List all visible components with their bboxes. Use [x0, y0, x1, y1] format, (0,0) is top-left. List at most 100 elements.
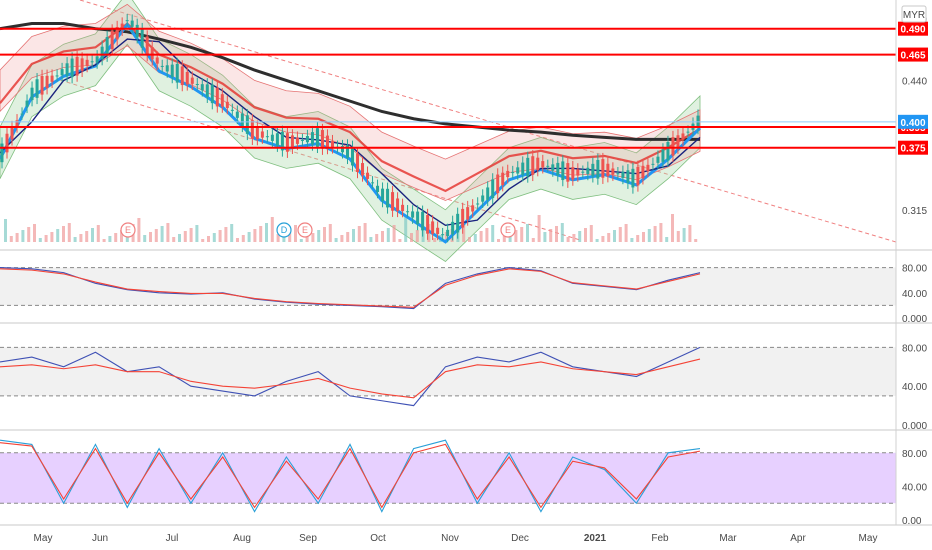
time-axis-label: Feb — [651, 533, 669, 544]
time-axis-label: Dec — [511, 533, 529, 544]
candle-body — [245, 115, 249, 134]
price-scale[interactable]: 0.4900.4650.3950.3750.4000.5000.4400.315… — [895, 0, 928, 527]
volume-bar — [352, 229, 355, 242]
event-marker-circle[interactable] — [276, 222, 292, 238]
candle-body — [356, 153, 360, 173]
volume-bar — [415, 230, 419, 242]
candle-body — [310, 132, 314, 145]
candle-body — [240, 113, 244, 126]
candle-body — [451, 221, 455, 235]
volume-bar — [91, 228, 94, 242]
volume-bar — [624, 224, 628, 242]
candle-body — [396, 198, 400, 211]
candle-body — [60, 69, 64, 76]
candle-body — [666, 141, 670, 161]
candle-body — [401, 204, 405, 212]
volume-bar — [642, 232, 645, 242]
candle-body — [55, 75, 59, 77]
volume-bar — [183, 231, 187, 242]
time-axis-label: Jul — [166, 533, 179, 544]
volume-bar — [688, 225, 692, 242]
volume-bar — [653, 226, 657, 242]
volume-bar — [212, 233, 216, 242]
candle-body — [90, 61, 94, 63]
volume-bar — [526, 224, 529, 242]
event-marker-circle[interactable] — [500, 222, 516, 238]
candle-body — [150, 46, 154, 60]
stochastic-pane[interactable] — [0, 439, 896, 513]
volume-bar — [317, 230, 321, 242]
k-line — [0, 346, 701, 407]
event-marker[interactable]: D — [276, 222, 292, 238]
candle-body — [5, 133, 9, 153]
candle-body — [421, 211, 425, 231]
event-marker-label: D — [281, 225, 288, 235]
candle-body — [541, 161, 545, 168]
time-axis-label: May — [859, 533, 878, 544]
candle-body — [366, 172, 370, 179]
d-line — [0, 268, 701, 308]
volume-bar — [236, 238, 239, 242]
volume-bar — [410, 233, 413, 242]
volume-bar — [67, 223, 71, 242]
price-level-tag: 0.490 — [898, 21, 928, 36]
volume-bar — [508, 233, 512, 242]
volume-bar — [253, 229, 257, 242]
oscillator-pane[interactable] — [0, 346, 896, 407]
event-marker-label: E — [125, 225, 131, 235]
volume-bar — [502, 236, 506, 242]
volume-bar — [578, 231, 582, 242]
volume-bar — [305, 236, 309, 242]
event-marker[interactable]: E — [120, 222, 136, 238]
event-marker[interactable]: E — [500, 222, 516, 238]
event-marker-circle[interactable] — [297, 222, 313, 238]
volume-bar — [369, 237, 373, 242]
volume-bar — [189, 228, 193, 242]
candle-body — [15, 120, 19, 127]
price-tag-label: 0.465 — [900, 51, 925, 62]
volume-bar — [560, 223, 564, 242]
candle-body — [125, 20, 129, 22]
volume-bar — [566, 237, 570, 242]
candle-body — [686, 131, 690, 133]
event-marker-label: E — [505, 225, 511, 235]
volume-bar — [531, 238, 535, 242]
candle-body — [130, 20, 134, 27]
volume-bar — [607, 233, 611, 242]
candle-body — [351, 146, 355, 166]
candle-body — [65, 63, 69, 76]
candle-body — [481, 195, 485, 202]
price-tag-box — [898, 47, 928, 62]
candle-body — [280, 131, 284, 151]
volume-bar — [613, 230, 616, 242]
currency-badge[interactable]: MYR — [901, 5, 927, 23]
volume-bar — [334, 238, 338, 242]
candle-body — [596, 159, 600, 179]
candle-body — [200, 84, 204, 91]
candle-body — [20, 113, 24, 115]
volume-bar — [520, 227, 524, 242]
candle-body — [411, 211, 415, 218]
volume-bar — [485, 228, 489, 242]
rsi-pane[interactable] — [0, 267, 896, 310]
candle-body — [386, 188, 390, 208]
candle-body — [441, 234, 445, 236]
volume-bar — [323, 227, 326, 242]
time-axis[interactable]: May Jun Jul Aug Sep Oct Nov Dec 2021 Feb Mar Apr May — [34, 533, 878, 544]
candle-body — [320, 130, 324, 149]
volume-bar — [56, 229, 60, 242]
candle-body — [300, 139, 304, 141]
volume-bar — [375, 234, 379, 242]
candle-body — [636, 166, 640, 186]
candle-body — [145, 36, 149, 56]
candle-body — [50, 75, 54, 82]
event-marker-circle[interactable] — [120, 222, 136, 238]
volume-bar — [247, 232, 251, 242]
volume-bar — [363, 223, 367, 242]
volume-bar — [294, 225, 297, 242]
candle-body — [95, 56, 99, 63]
event-marker[interactable]: E — [297, 222, 313, 238]
volume-bar — [462, 223, 466, 242]
oscillator-scale-label: 40.00 — [902, 289, 927, 300]
